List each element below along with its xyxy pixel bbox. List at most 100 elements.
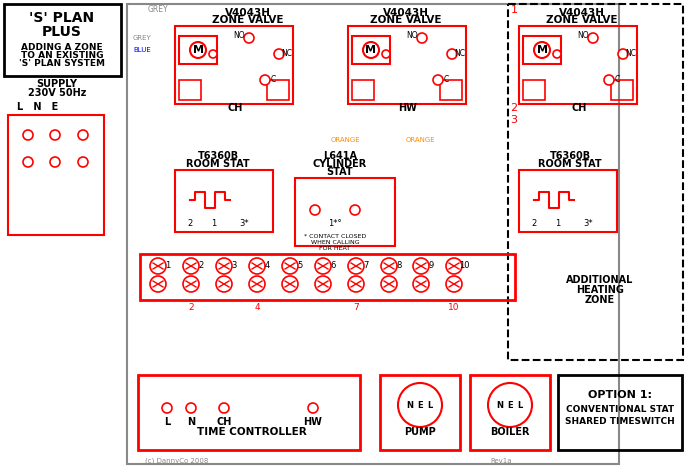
Text: T6360B: T6360B [549,151,591,161]
Bar [523,36,561,64]
Text: HEATING: HEATING [576,285,624,295]
Text: CYLINDER: CYLINDER [313,159,367,169]
Bar [179,80,201,100]
Bar [519,26,637,104]
Circle shape [348,258,364,274]
Text: ROOM STAT: ROOM STAT [538,159,602,169]
Text: 10: 10 [448,304,460,313]
Text: M: M [537,45,547,55]
Bar [352,36,390,64]
Circle shape [244,33,254,43]
Text: HW: HW [304,417,322,427]
Text: L: L [427,401,433,410]
Circle shape [348,276,364,292]
Bar [179,36,217,64]
Text: GREY: GREY [148,5,168,14]
Text: 9: 9 [428,262,433,271]
Text: NO: NO [406,31,418,41]
Circle shape [447,49,457,59]
Circle shape [23,130,33,140]
Circle shape [78,157,88,167]
Text: TIME CONTROLLER: TIME CONTROLLER [197,427,307,437]
Text: BLUE: BLUE [133,47,150,53]
Circle shape [183,258,199,274]
Text: NO: NO [578,31,589,41]
Text: 230V 50Hz: 230V 50Hz [28,88,86,98]
Text: 3: 3 [231,262,237,271]
Text: ZONE VALVE: ZONE VALVE [371,15,442,25]
Text: NO: NO [233,31,245,41]
Bar [352,80,374,100]
Bar [8,115,104,235]
Text: ORANGE: ORANGE [405,137,435,143]
Text: 2: 2 [531,219,537,228]
Text: T6360B: T6360B [197,151,239,161]
Text: OPTION 1:: OPTION 1: [588,390,652,400]
Text: 3*: 3* [583,219,593,228]
Bar [4,4,121,76]
Text: L: L [164,417,170,427]
Text: ROOM STAT: ROOM STAT [186,159,250,169]
Text: L: L [518,401,522,410]
Text: SHARED TIMESWITCH: SHARED TIMESWITCH [565,417,675,426]
Text: HW: HW [399,103,417,113]
Text: 7: 7 [353,304,359,313]
Text: V4043H: V4043H [225,8,271,18]
Text: 10: 10 [459,262,469,271]
Circle shape [50,157,60,167]
Text: 3: 3 [511,115,518,125]
Circle shape [381,258,397,274]
Text: L641A: L641A [323,151,357,161]
Text: NC: NC [282,50,293,58]
Circle shape [308,403,318,413]
Circle shape [219,403,229,413]
Circle shape [23,157,33,167]
Text: L   N   E: L N E [17,102,59,112]
Circle shape [162,403,172,413]
Text: 2: 2 [199,262,204,271]
Circle shape [553,50,561,58]
Circle shape [398,383,442,427]
Bar [175,26,293,104]
Text: ADDING A ZONE: ADDING A ZONE [21,44,103,52]
Bar [175,170,273,232]
Text: 8: 8 [396,262,402,271]
Bar [138,375,360,450]
Text: 1: 1 [166,262,170,271]
Text: (c) DannyCo 2008: (c) DannyCo 2008 [145,458,208,464]
Bar [523,80,545,100]
Circle shape [315,258,331,274]
Bar [267,80,289,100]
Text: WHEN CALLING: WHEN CALLING [310,240,359,244]
Circle shape [209,50,217,58]
Text: 1*°: 1*° [328,219,342,228]
Text: 4: 4 [254,304,260,313]
Text: N: N [187,417,195,427]
Text: 3*: 3* [239,219,249,228]
Text: GREY: GREY [133,35,152,41]
Circle shape [413,276,429,292]
Text: 5: 5 [297,262,303,271]
Circle shape [315,276,331,292]
Text: NC: NC [626,50,636,58]
Text: 1: 1 [511,5,518,15]
Circle shape [249,258,265,274]
Circle shape [150,258,166,274]
Bar [440,80,462,100]
Text: 2: 2 [188,219,193,228]
Circle shape [446,276,462,292]
Circle shape [216,276,232,292]
Text: PLUS: PLUS [42,25,82,39]
Text: 1: 1 [555,219,560,228]
Circle shape [417,33,427,43]
Circle shape [604,75,614,85]
Circle shape [260,75,270,85]
Text: PUMP: PUMP [404,427,436,437]
Text: E: E [417,401,423,410]
Bar [519,170,617,232]
Text: * CONTACT CLOSED: * CONTACT CLOSED [304,234,366,239]
Text: CH: CH [227,103,243,113]
Text: 2: 2 [511,103,518,113]
Bar [127,4,619,464]
Circle shape [413,258,429,274]
